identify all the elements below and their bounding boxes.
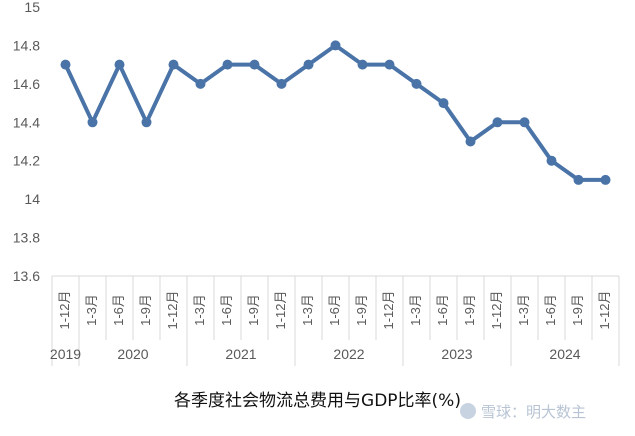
data-point <box>114 59 125 70</box>
y-tick-label: 14 <box>24 191 40 207</box>
data-point <box>60 59 71 70</box>
watermark-text: 雪球：明大数主 <box>481 403 587 421</box>
watermark: 雪球：明大数主 <box>460 401 586 422</box>
x-tick-label: 1-6月 <box>435 294 450 326</box>
x-tick-label: 1-9月 <box>138 294 153 326</box>
y-tick-label: 14.2 <box>13 153 40 169</box>
x-tick-label: 1-3月 <box>300 294 315 326</box>
year-label: 2023 <box>441 346 472 362</box>
x-tick-label: 1-12月 <box>273 290 288 329</box>
x-tick-label: 1-3月 <box>84 294 99 326</box>
x-tick-label: 1-9月 <box>246 294 261 326</box>
x-tick-label: 1-3月 <box>516 294 531 326</box>
series-line <box>63 43 608 182</box>
x-tick-label: 1-12月 <box>165 290 180 329</box>
y-tick-label: 15 <box>24 0 40 15</box>
data-point <box>330 40 341 51</box>
x-tick-label: 1-9月 <box>570 294 585 326</box>
year-label: 2019 <box>50 346 81 362</box>
x-tick-label: 1-9月 <box>354 294 369 326</box>
data-point <box>492 117 503 128</box>
y-tick-label: 14.4 <box>13 114 40 130</box>
data-point <box>600 174 611 185</box>
data-point <box>465 136 476 147</box>
data-point <box>411 78 422 89</box>
data-point <box>357 59 368 70</box>
data-point <box>87 117 98 128</box>
data-point <box>438 98 449 109</box>
x-tick-label: 1-12月 <box>57 290 72 329</box>
year-label: 2020 <box>117 346 148 362</box>
data-point <box>141 117 152 128</box>
data-point <box>303 59 314 70</box>
y-tick-label: 14.6 <box>13 76 40 92</box>
data-point <box>168 59 179 70</box>
x-axis: 1-12月 1-3月 1-6月 1-9月 1-12月 1-3月 1-6月 1-9月 1-12月 1… <box>50 275 620 366</box>
x-tick-label: 1-3月 <box>192 294 207 326</box>
x-tick-label: 1-6月 <box>219 294 234 326</box>
data-point <box>276 78 287 89</box>
year-label: 2024 <box>549 346 580 362</box>
snowball-logo-icon <box>460 403 476 419</box>
chart-title: 各季度社会物流总费用与GDP比率(%) <box>174 391 461 411</box>
y-tick-label: 13.8 <box>13 230 40 246</box>
x-tick-label: 1-6月 <box>327 294 342 326</box>
x-tick-label: 1-6月 <box>543 294 558 326</box>
x-tick-label: 1-12月 <box>489 290 504 329</box>
series-group <box>60 40 611 185</box>
year-label: 2022 <box>333 346 364 362</box>
y-tick-label: 13.6 <box>13 268 40 284</box>
x-tick-label: 1-9月 <box>462 294 477 326</box>
x-tick-label: 1-3月 <box>408 294 423 326</box>
data-point <box>519 117 530 128</box>
x-tick-label: 1-6月 <box>111 294 126 326</box>
y-axis: 15 14.8 14.6 14.4 14.2 14 13.8 13.6 <box>13 0 40 284</box>
data-point <box>222 59 233 70</box>
data-point <box>249 59 260 70</box>
data-point <box>573 174 584 185</box>
x-tick-label: 1-12月 <box>597 290 612 329</box>
data-point <box>546 155 557 166</box>
year-label: 2021 <box>225 346 256 362</box>
y-tick-label: 14.8 <box>13 37 40 53</box>
x-tick-label: 1-12月 <box>381 290 396 329</box>
data-point <box>195 78 206 89</box>
data-point <box>384 59 395 70</box>
